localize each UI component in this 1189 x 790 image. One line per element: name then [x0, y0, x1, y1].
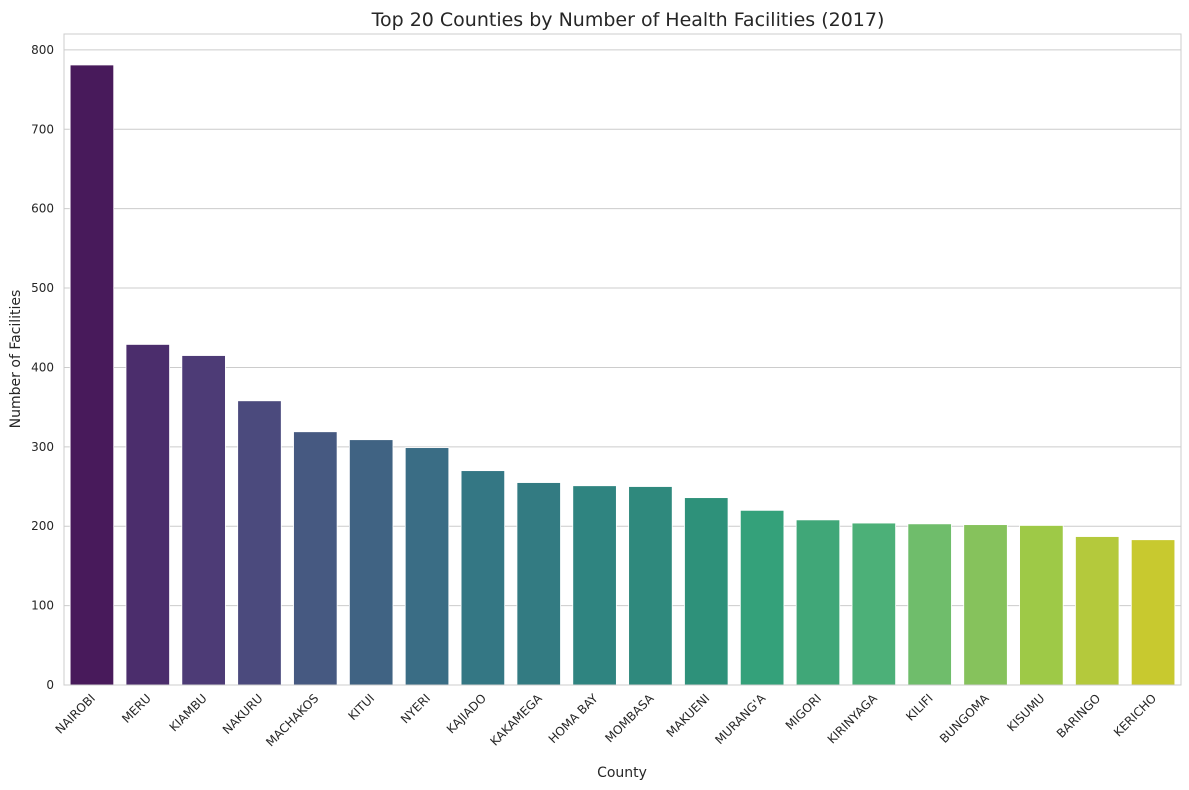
x-tick-label: NAKURU [220, 691, 266, 737]
bar-kirinyaga [851, 522, 897, 686]
bar-homa-bay [572, 485, 617, 686]
x-tick-label: KAKAMEGA [487, 691, 545, 749]
bar-nyeri [404, 447, 450, 686]
x-tick-label: KITUI [345, 691, 377, 723]
x-tick-label: MACHAKOS [263, 691, 321, 749]
bar-baringo [1075, 536, 1120, 686]
x-tick-label: KIRINYAGA [825, 691, 881, 747]
x-tick-label: KIAMBU [167, 691, 210, 734]
x-tick-label: KAJIADO [444, 691, 489, 736]
grid-lines [64, 49, 1181, 686]
y-tick-label: 400 [31, 360, 54, 374]
y-axis-label: Number of Facilities [8, 290, 24, 429]
bar-bungoma [963, 524, 1008, 686]
y-tick-label: 600 [31, 202, 54, 216]
bar-kakamega [516, 482, 561, 686]
x-tick-label: KERICHO [1111, 691, 1159, 739]
x-axis-label: County [597, 765, 647, 781]
x-tick-label: NYERI [398, 691, 433, 726]
y-tick-label: 300 [31, 440, 54, 454]
bar-nakuru [237, 400, 282, 686]
bar-murang-a [739, 509, 785, 686]
bar-machakos [293, 431, 338, 686]
bar-migori [795, 519, 841, 686]
x-tick-label: MOMBASA [602, 691, 657, 746]
y-tick-label: 200 [31, 519, 54, 533]
bars [69, 64, 1176, 686]
bar-mombasa [628, 486, 673, 686]
x-tick-label: MIGORI [783, 691, 824, 732]
y-tick-label: 700 [31, 122, 54, 136]
x-tick-label: MAKUENI [664, 691, 713, 740]
y-tick-label: 0 [46, 678, 54, 692]
chart-title: Top 20 Counties by Number of Health Faci… [371, 9, 885, 31]
x-tick-label: MURANG'A [712, 691, 768, 747]
plot-frame [63, 33, 1182, 686]
bar-kajiado [460, 470, 506, 686]
x-tick-label: KILIFI [903, 691, 936, 724]
bar-makueni [684, 497, 729, 686]
y-tick-label: 800 [31, 43, 54, 57]
x-tick-label: KISUMU [1004, 691, 1047, 734]
x-tick-label: MERU [119, 691, 154, 726]
y-tick-labels: 0 100 200 300 400 500 600 700 800 [31, 43, 54, 692]
bar-nairobi [69, 64, 115, 686]
bar-kisumu [1019, 525, 1064, 686]
y-tick-label: 500 [31, 281, 54, 295]
x-tick-label: BARINGO [1054, 691, 1104, 741]
y-tick-label: 100 [31, 599, 54, 613]
bar-meru [125, 344, 170, 686]
x-tick-label: BUNGOMA [937, 691, 992, 746]
bar-kericho [1130, 539, 1176, 686]
x-tick-label: HOMA BAY [546, 691, 601, 746]
x-tick-label: NAIROBI [53, 691, 98, 736]
bar-kitui [348, 439, 394, 686]
bar-kilifi [907, 523, 952, 686]
bar-kiambu [181, 355, 226, 686]
